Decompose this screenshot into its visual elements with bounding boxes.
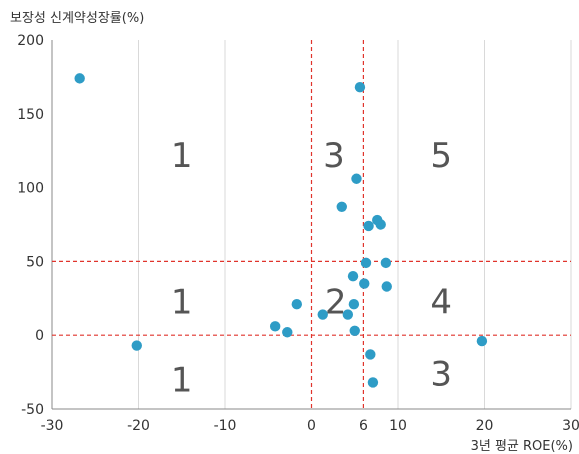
data-point [360, 257, 372, 269]
data-point [348, 299, 360, 310]
zone-label: 1 [171, 282, 193, 322]
x-axis-title: 3년 평균 ROE(%) [471, 439, 573, 454]
x-tick-label: 10 [389, 418, 407, 434]
data-point [367, 377, 379, 388]
data-point [336, 201, 347, 212]
data-point [363, 220, 374, 232]
data-point [317, 309, 328, 320]
y-axis-title: 보장성 신계약성장률(%) [10, 11, 144, 26]
zone-labels: 1 3 5 1 2 4 1 3 [171, 136, 452, 400]
data-points [74, 73, 488, 388]
zone-label: 3 [430, 355, 452, 395]
y-tick-label: -50 [21, 402, 44, 418]
data-point [342, 309, 354, 320]
reference-lines [52, 40, 571, 409]
data-point [365, 349, 376, 360]
y-tick-label: 50 [26, 254, 44, 270]
x-tick-label: 20 [476, 418, 494, 434]
y-tick-labels: -50 0 50 100 150 200 [17, 33, 44, 418]
data-point [354, 82, 366, 93]
x-tick-label: 30 [562, 418, 579, 434]
data-point [269, 321, 281, 332]
y-tick-label: 200 [17, 33, 44, 49]
x-tick-label: -30 [41, 418, 64, 434]
data-point [347, 270, 359, 282]
y-tick-label: 150 [17, 107, 44, 123]
data-point [349, 325, 360, 336]
zone-label: 4 [430, 282, 452, 322]
data-point [380, 257, 392, 269]
data-point [381, 281, 392, 292]
y-tick-label: 0 [35, 328, 44, 344]
zone-label: 3 [323, 136, 345, 176]
data-point [291, 299, 302, 310]
grid-layer [51, 40, 572, 410]
data-point [359, 278, 370, 289]
x-tick-label: -10 [214, 418, 237, 434]
x-tick-label: -20 [127, 418, 150, 434]
x-tick-label: 0 [307, 418, 316, 434]
data-point [476, 335, 488, 347]
data-point [282, 327, 293, 338]
zone-label: 2 [325, 282, 347, 322]
zone-label: 5 [430, 136, 452, 176]
zone-label: 1 [171, 360, 193, 400]
data-point [74, 73, 85, 84]
data-point [375, 219, 386, 230]
y-tick-label: 100 [17, 181, 44, 197]
x-tick-label: 6 [359, 418, 368, 434]
data-point [351, 173, 362, 184]
x-tick-labels: -30 -20 -10 0 6 10 20 30 [41, 418, 579, 434]
zone-label: 1 [171, 136, 193, 176]
data-point [131, 340, 142, 351]
